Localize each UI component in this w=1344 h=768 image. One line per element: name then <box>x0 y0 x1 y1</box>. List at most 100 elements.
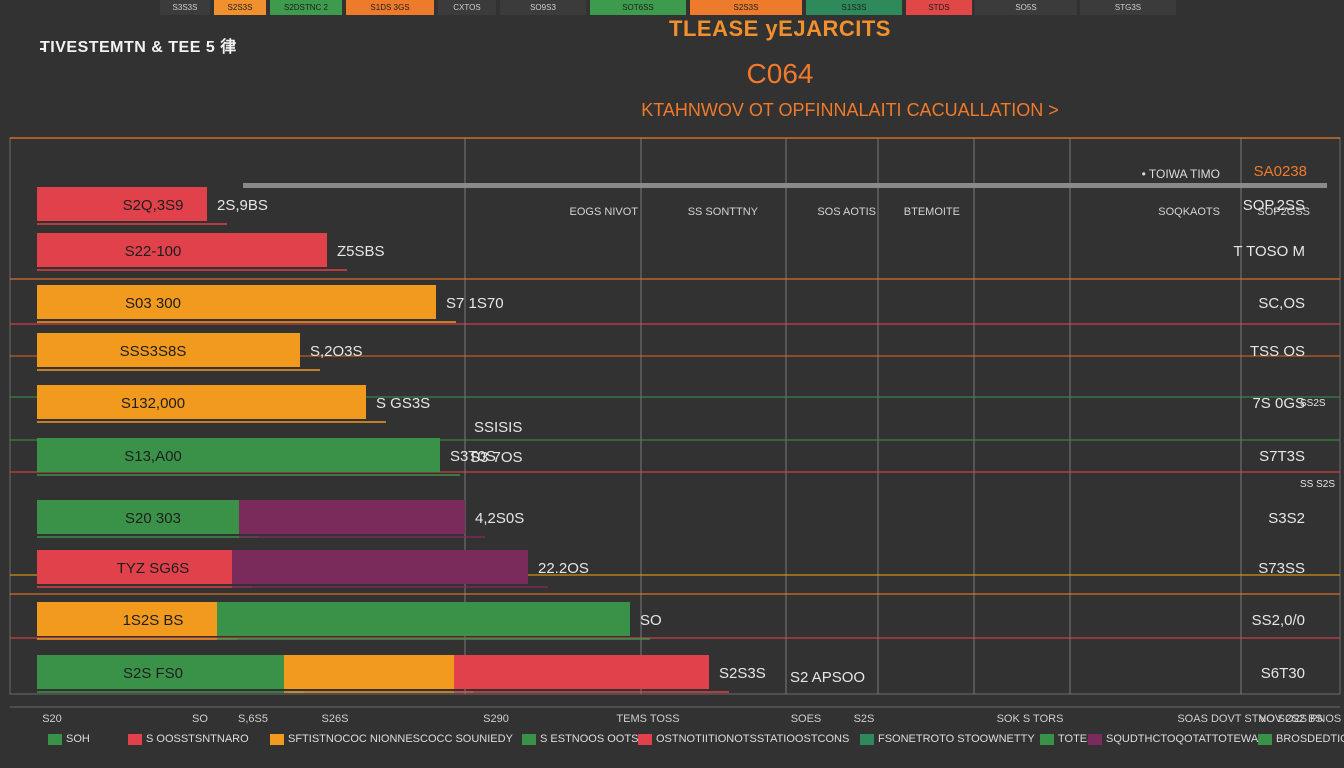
bar-7-seg-0 <box>37 550 232 584</box>
x-tick-10: VO SO2S PNOS <box>1259 713 1342 725</box>
top-tab-8[interactable]: S1S3S <box>806 0 902 15</box>
right-value-2: SC,OS <box>1258 295 1305 312</box>
bar-3-seg-0 <box>37 333 300 367</box>
legend-label-4: OSTNOTIITIONOTSSTATIOOSTCONS <box>656 733 850 745</box>
legend-swatch-5 <box>860 733 874 745</box>
legend-label-0: SOH <box>66 733 90 745</box>
top-tab-7[interactable]: S2S3S <box>690 0 802 15</box>
legend-swatch-1 <box>128 733 142 745</box>
bar-label-3: SSS3S8S <box>120 343 187 360</box>
bar-7-seg-1 <box>232 550 528 584</box>
legend-label-2: SFTISTNOCOC NIONNESCOCC SOUNIEDY <box>288 733 513 745</box>
legend-swatch-4 <box>638 733 652 745</box>
bar-1-seg-0 <box>37 233 327 267</box>
right-value-5: S7T3S <box>1259 448 1305 465</box>
legend-label-6: TOTES <box>1058 733 1095 745</box>
right-value-7: S73SS <box>1258 560 1305 577</box>
right-value-9: S6T30 <box>1261 665 1305 682</box>
legend-item-7: SQUDTHCTOQOTATTOTEWAS <box>1088 730 1266 748</box>
column-header-4: SOQKAOTS <box>1158 206 1220 218</box>
legend-item-6: TOTES <box>1040 730 1094 748</box>
chart-title: TLEASE yEJARCITS <box>669 16 891 41</box>
column-header-1: SS SONTTNY <box>688 206 759 218</box>
bar-6-seg-1 <box>239 500 465 534</box>
legend-label-1: S OOSSTSNTNARO <box>146 733 249 745</box>
right-value-1: T TOSO M <box>1233 243 1305 260</box>
bar-label-4: S132,000 <box>121 395 185 412</box>
column-header-3: BTEMOITE <box>904 206 960 218</box>
legend-swatch-2 <box>270 733 284 745</box>
top-tab-10[interactable]: SO5S <box>975 0 1077 15</box>
right-value-8: SS2,0/0 <box>1252 612 1305 629</box>
legend-label-8: BROSDEDTION <box>1276 733 1344 745</box>
top-tab-9[interactable]: STDS <box>906 0 972 15</box>
bar-9-seg-2 <box>454 655 709 689</box>
right-value-4: 7S 0GS <box>1252 395 1305 412</box>
chart-legend: SOH S OOSSTSNTNARO SFTISTNOCOC NIONNESCOCC… <box>48 730 1344 748</box>
column-header-5: SOP2GSS <box>1257 206 1310 218</box>
x-tick-0: S20 <box>42 713 62 725</box>
top-tab-5[interactable]: SO9S3 <box>500 0 586 15</box>
bar-label-9: S2S FS0 <box>123 665 183 682</box>
legend-label-3: S ESTNOOS OOTS <box>540 733 639 745</box>
top-tab-6[interactable]: SOT6SS <box>590 0 686 15</box>
bar-annotation-7: 22.2OS <box>538 560 589 577</box>
chart-subtitle: KTAHNWOV OT OPFINNALAITI CACUALLATION > <box>641 100 1059 120</box>
bar-9-seg-0 <box>37 655 284 689</box>
extra-label-4: SS S2S <box>1300 479 1335 490</box>
right-value-0: SOP,2SS <box>1243 197 1305 214</box>
top-tab-1[interactable]: S2S3S <box>214 0 266 15</box>
bar-5-seg-0 <box>37 438 440 472</box>
brand-logo: TIVESTEMTN & TEE 5 律 <box>40 39 237 56</box>
top-tab-0[interactable]: S3S3S <box>160 0 210 15</box>
top-tab-3[interactable]: S1DS 3GS <box>346 0 434 15</box>
top-tab-11[interactable]: STG3S <box>1080 0 1176 15</box>
bar-annotation-1: Z5SBS <box>337 243 385 260</box>
legend-swatch-8 <box>1258 733 1272 745</box>
right-value-3: TSS OS <box>1250 343 1305 360</box>
bar-label-7: TYZ SG6S <box>117 560 190 577</box>
legend-swatch-0 <box>48 733 62 745</box>
x-tick-9: SOAS DOVT STNOV 2S2 BS <box>1177 713 1322 725</box>
legend-label-7: SQUDTHCTOQOTATTOTEWAS <box>1106 733 1266 745</box>
bar-8-seg-0 <box>37 602 217 636</box>
legend-item-2: SFTISTNOCOC NIONNESCOCC SOUNIEDY <box>270 730 513 748</box>
column-header-0: EOGS NIVOT <box>570 206 639 218</box>
extra-label-1: S3 7OS <box>470 449 523 466</box>
brand-underline <box>40 48 46 50</box>
top-tab-2[interactable]: S2DSTNC 2 <box>270 0 342 15</box>
bar-label-0: S2Q,3S9 <box>123 197 184 214</box>
x-tick-5: TEMS TOSS <box>616 713 679 725</box>
legend-item-5: FSONETROTO STOOWNETTY <box>860 730 1035 748</box>
bar-8-seg-1 <box>217 602 630 636</box>
bar-label-5: S13,A00 <box>124 448 182 465</box>
legend-label: • TOIWA TIMO <box>1142 167 1220 181</box>
x-tick-1: SO <box>192 713 208 725</box>
top-tab-4[interactable]: CXTOS <box>438 0 496 15</box>
bar-label-1: S22-100 <box>125 243 182 260</box>
headline-value: C064 <box>746 58 814 89</box>
x-tick-2: S,6S5 <box>238 713 268 725</box>
x-tick-4: S290 <box>483 713 509 725</box>
extra-label-3: SS2S <box>1300 398 1326 409</box>
x-tick-3: S26S <box>322 713 349 725</box>
bar-label-6: S20 303 <box>125 510 181 527</box>
bar-annotation-5: S3T0S <box>450 448 496 465</box>
bar-annotation-0: 2S,9BS <box>217 197 268 214</box>
bar-annotation-4: S GS3S <box>376 395 430 412</box>
top-tab-strip: S3S3S S2S3S S2DSTNC 2 S1DS 3GS CXTOS SO9S3 SOT… <box>0 0 1344 16</box>
bar-label-2: S03 300 <box>125 295 181 312</box>
legend-value: SA0238 <box>1254 163 1307 180</box>
legend-swatch-3 <box>522 733 536 745</box>
x-tick-6: SOES <box>791 713 822 725</box>
legend-swatch-6 <box>1040 733 1054 745</box>
extra-label-2: S2 APSOO <box>790 669 865 686</box>
bar-annotation-2: S7 1S70 <box>446 295 504 312</box>
right-value-6: S3S2 <box>1268 510 1305 527</box>
bar-annotation-8: SO <box>640 612 662 629</box>
bar-6-seg-0 <box>37 500 239 534</box>
x-tick-8: SOK S TORS <box>997 713 1064 725</box>
bar-annotation-6: 4,2S0S <box>475 510 524 527</box>
legend-item-8: BROSDEDTION <box>1258 730 1344 748</box>
